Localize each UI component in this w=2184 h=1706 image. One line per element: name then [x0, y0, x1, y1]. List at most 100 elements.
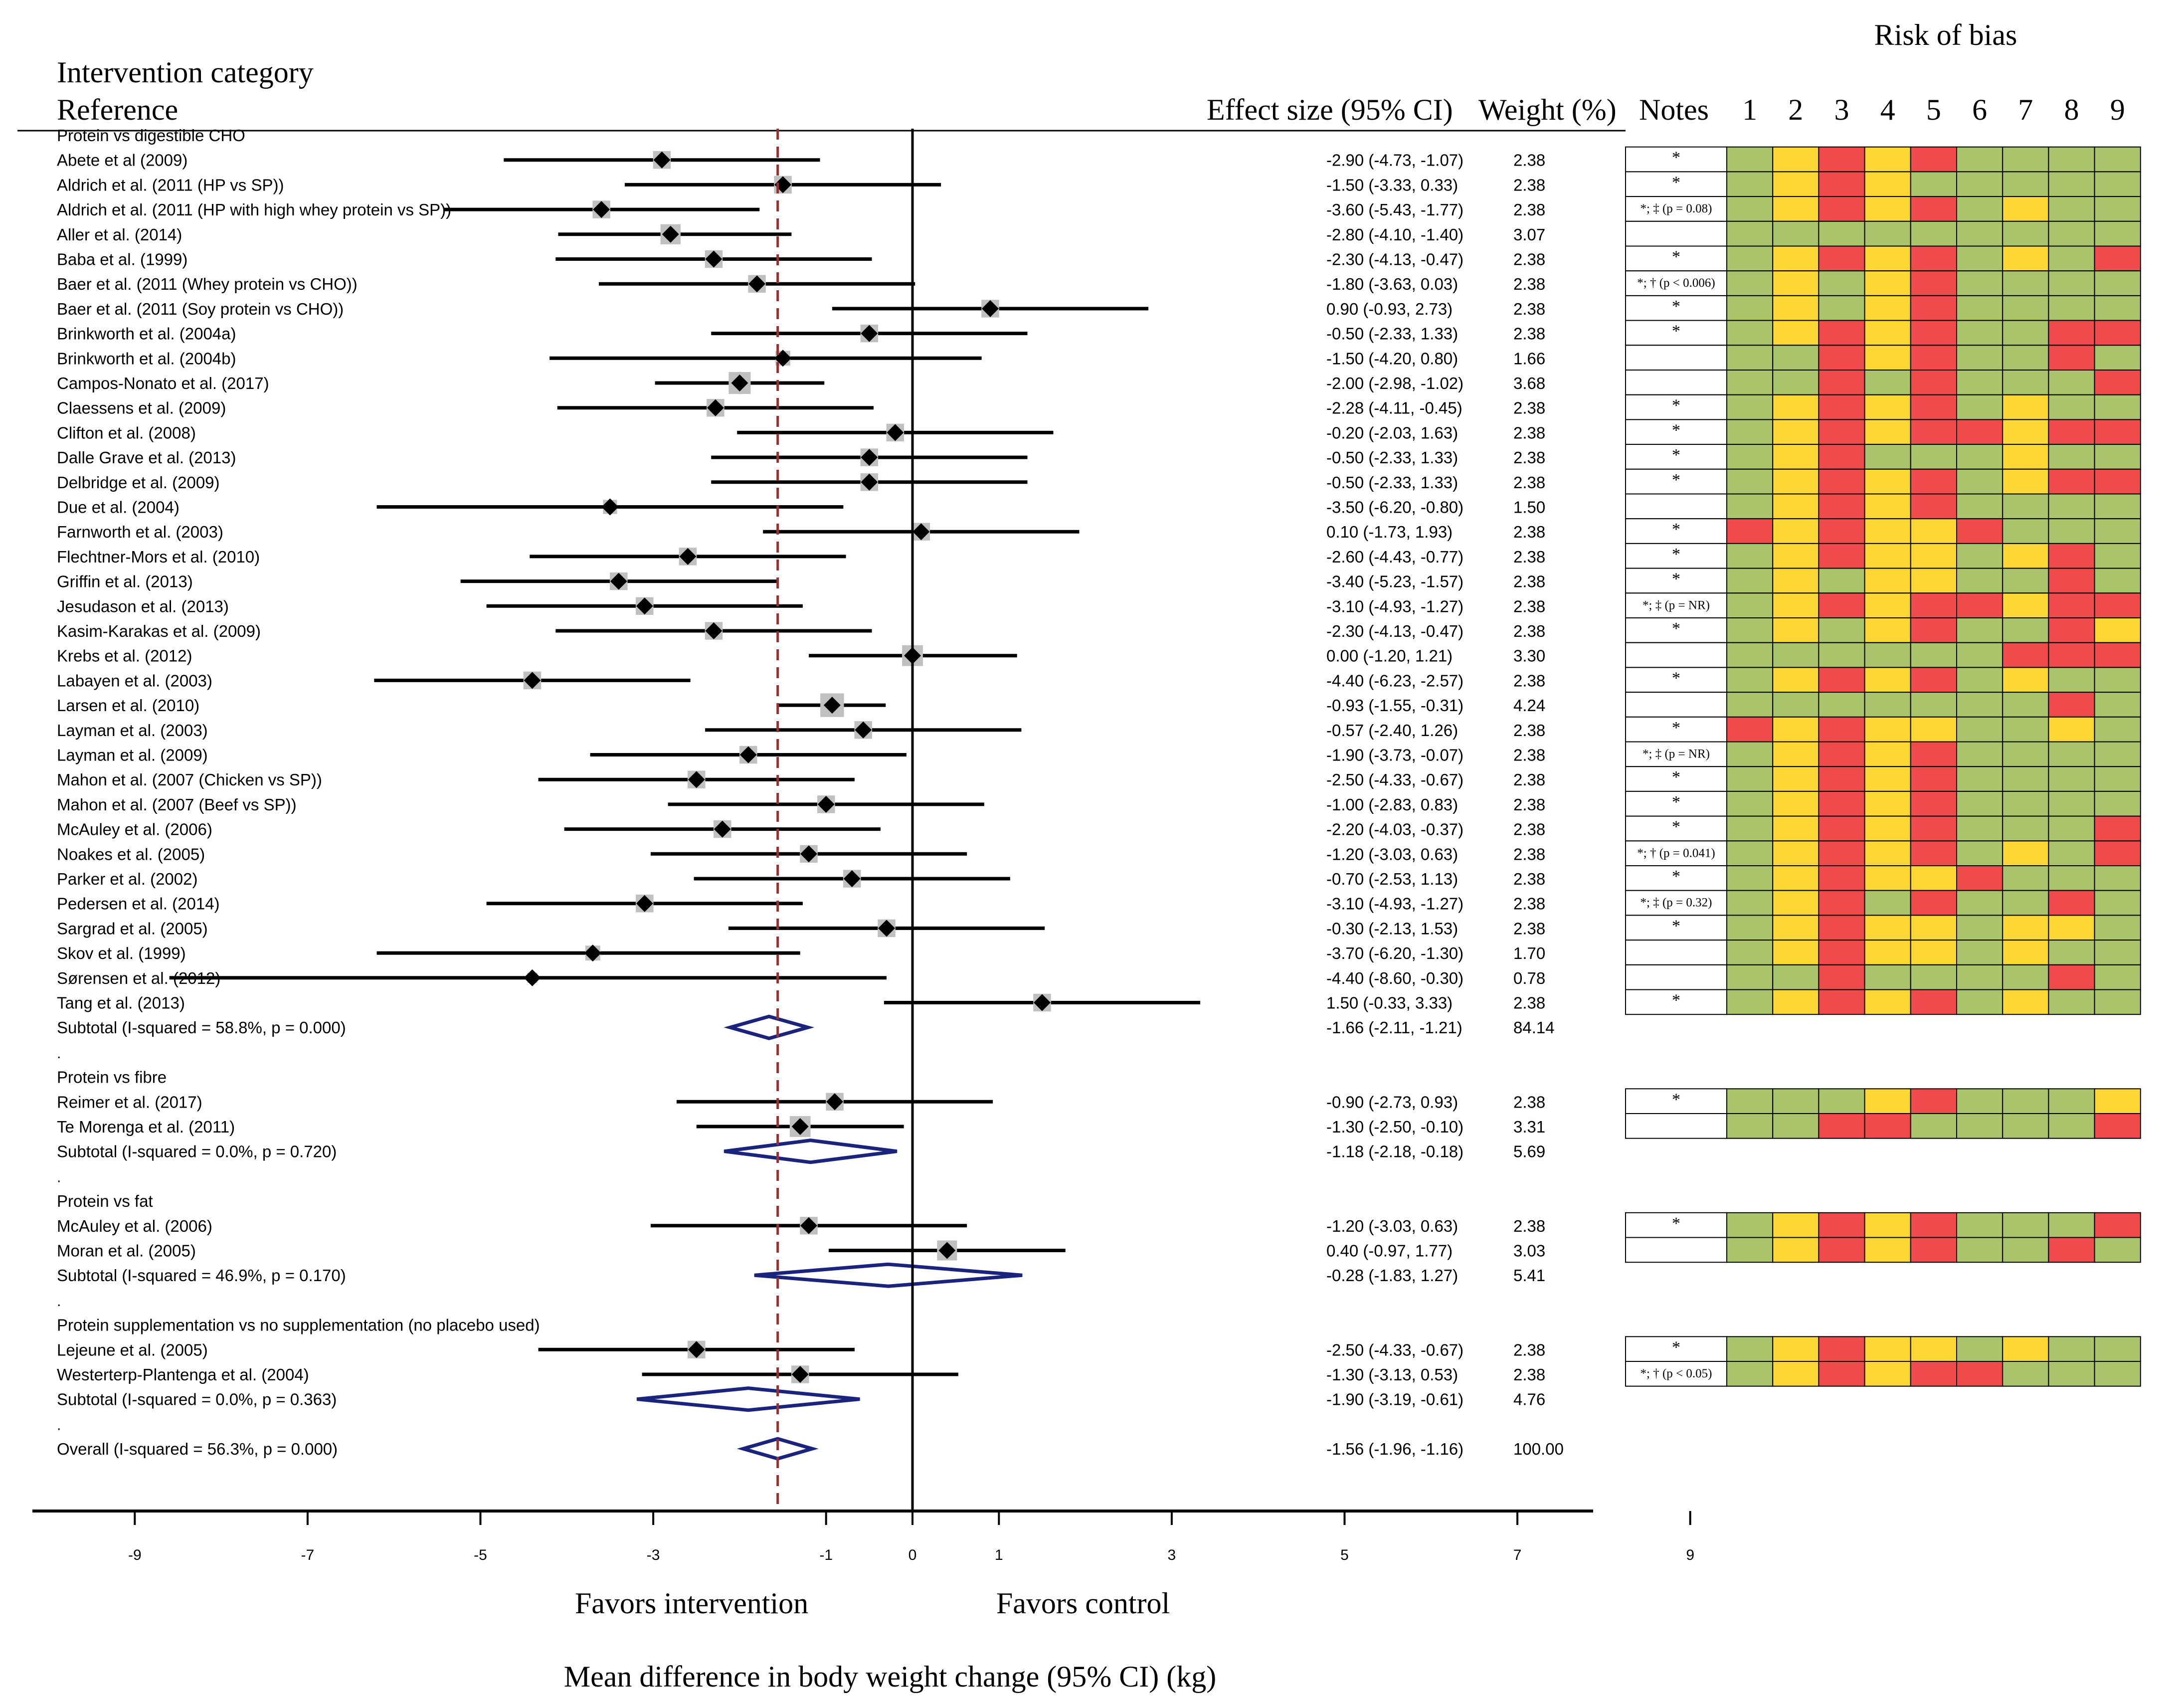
study-label: Farnworth et al. (2003) — [57, 523, 223, 541]
effect-size-ci: -2.30 (-4.13, -0.47) — [1326, 622, 1463, 640]
rob-cell — [1772, 865, 1820, 891]
weight-value: 2.38 — [1513, 176, 1545, 194]
rob-cell — [2048, 295, 2095, 321]
rob-cell — [2094, 1361, 2141, 1387]
rob-cell — [1864, 370, 1911, 395]
weight-value: 2.38 — [1513, 845, 1545, 863]
point-estimate-marker — [705, 250, 723, 268]
rob-cell — [2048, 617, 2095, 643]
rob-cell — [2048, 716, 2095, 743]
weight-value: 1.66 — [1513, 349, 1545, 368]
rob-cell — [2094, 394, 2141, 420]
study-label: Brinkworth et al. (2004a) — [57, 325, 236, 343]
rob-cell — [2002, 1237, 2049, 1263]
rob-cell — [1910, 815, 1958, 842]
weight-value: 2.38 — [1513, 820, 1545, 839]
rob-cell — [2002, 617, 2049, 643]
rob-cell — [1726, 568, 1774, 594]
note-text: * — [1672, 297, 1680, 316]
note-text: *; ‡ (p = 0.08) — [1640, 202, 1712, 215]
rob-cell — [1726, 890, 1774, 916]
effect-size-ci: -1.30 (-2.50, -0.10) — [1326, 1118, 1463, 1136]
rob-cell — [1772, 667, 1820, 693]
rob-cell — [1726, 1361, 1774, 1387]
rob-cell — [1772, 295, 1820, 321]
weight-value: 3.68 — [1513, 374, 1545, 392]
rob-cell — [1864, 518, 1911, 544]
rob-cell — [1772, 592, 1820, 619]
rob-cell — [1910, 419, 1958, 445]
rob-cell — [2002, 468, 2049, 495]
category-label: Intervention category — [57, 56, 314, 89]
rob-column-number: 1 — [1742, 93, 1757, 126]
rob-cell — [1772, 518, 1820, 544]
effect-size-ci: -3.10 (-4.93, -1.27) — [1326, 895, 1463, 913]
effect-size-ci: -2.90 (-4.73, -1.07) — [1326, 151, 1463, 170]
rob-cell — [1956, 196, 2003, 222]
rob-cell — [1726, 915, 1774, 941]
rob-cell — [1956, 1336, 2003, 1362]
rob-cell — [1864, 543, 1911, 569]
rob-cell — [1956, 468, 2003, 495]
rob-cell — [1956, 592, 2003, 619]
point-estimate-marker — [584, 945, 601, 962]
rob-cell — [1726, 518, 1774, 544]
effect-size-ci: -2.50 (-4.33, -0.67) — [1326, 1340, 1463, 1359]
rob-cell — [1772, 1336, 1820, 1362]
rob-cell — [2002, 171, 2049, 197]
rob-cell — [1772, 444, 1820, 470]
rob-cell — [1818, 370, 1865, 395]
rob-cell — [2048, 790, 2095, 817]
rob-cell — [1772, 617, 1820, 643]
rob-cell — [2002, 220, 2049, 247]
rob-cell — [1910, 592, 1958, 619]
rob-cell — [1864, 716, 1911, 743]
rob-cell — [1772, 568, 1820, 594]
rob-cell — [1864, 220, 1911, 247]
rob-cell — [1910, 370, 1958, 395]
weight-value: 2.38 — [1513, 1365, 1545, 1384]
rob-cell — [2094, 493, 2141, 520]
rob-cell — [1726, 840, 1774, 867]
rob-column-number: 4 — [1880, 93, 1895, 126]
point-estimate-marker — [705, 622, 723, 639]
study-label: Griffin et al. (2013) — [57, 572, 193, 591]
rob-cell — [2094, 171, 2141, 197]
rob-column-number: 9 — [2110, 93, 2125, 126]
rob-cell — [1956, 419, 2003, 445]
rob-cell — [2048, 1113, 2095, 1139]
x-tick-label: 9 — [1686, 1547, 1694, 1563]
rob-cell — [2002, 940, 2049, 965]
study-label: Parker et al. (2002) — [57, 870, 197, 888]
rob-cell — [1726, 370, 1774, 395]
notes-cell — [1625, 468, 1727, 495]
subtotal-diamond — [724, 1014, 815, 1040]
rob-cell — [2002, 1113, 2049, 1139]
effect-size-ci: -0.50 (-2.33, 1.33) — [1326, 325, 1458, 343]
rob-cell — [2094, 345, 2141, 371]
weight-value: 2.38 — [1513, 746, 1545, 764]
rob-cell — [1772, 790, 1820, 817]
note-text: *; ‡ (p = NR) — [1642, 598, 1710, 612]
rob-cell — [1910, 1113, 1958, 1139]
weight-value: 2.38 — [1513, 721, 1545, 740]
rob-cell — [1864, 146, 1911, 173]
rob-cell — [1818, 220, 1865, 247]
rob-cell — [2048, 815, 2095, 842]
weight-value: 100.00 — [1513, 1440, 1564, 1458]
note-text: *; † (p = 0.041) — [1637, 846, 1715, 860]
rob-cell — [2002, 1361, 2049, 1387]
rob-cell — [2048, 171, 2095, 197]
weight-value: 2.38 — [1513, 1093, 1545, 1111]
study-label: Clifton et al. (2008) — [57, 423, 196, 442]
point-estimate-marker — [610, 572, 627, 590]
effect-size-ci: -2.00 (-2.98, -1.02) — [1326, 374, 1463, 392]
rob-cell — [1726, 815, 1774, 842]
notes-cell — [1625, 642, 1727, 668]
x-tick-label: -9 — [128, 1547, 142, 1563]
subtotal-label: Subtotal (I-squared = 0.0%, p = 0.720) — [57, 1142, 337, 1161]
rob-cell — [2002, 295, 2049, 321]
rob-cell — [2094, 989, 2141, 1015]
weight-value: 2.38 — [1513, 597, 1545, 615]
rob-cell — [2048, 518, 2095, 544]
